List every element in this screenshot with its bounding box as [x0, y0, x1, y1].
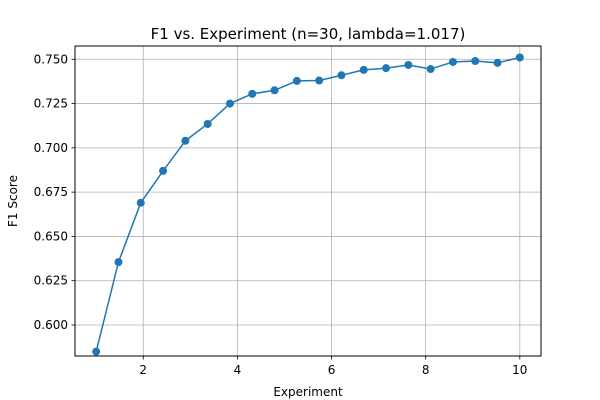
y-tick-label: 0.600 [34, 318, 68, 332]
data-point [159, 167, 167, 175]
data-point [360, 66, 368, 74]
data-point [271, 86, 279, 94]
data-point [181, 137, 189, 145]
x-tick-label: 2 [139, 363, 147, 377]
y-tick-label: 0.650 [34, 229, 68, 243]
x-tick-label: 8 [422, 363, 430, 377]
data-point [449, 58, 457, 66]
y-tick-label: 0.625 [34, 274, 68, 288]
data-point [226, 100, 234, 108]
x-axis-label: Experiment [273, 385, 343, 399]
data-point [337, 71, 345, 79]
data-point [92, 348, 100, 356]
data-point [137, 199, 145, 207]
x-tick-label: 6 [328, 363, 336, 377]
data-point [494, 59, 502, 67]
x-tick-label: 4 [234, 363, 242, 377]
y-tick-label: 0.750 [34, 52, 68, 66]
data-point [293, 77, 301, 85]
data-point [471, 57, 479, 65]
x-tick-label: 10 [512, 363, 527, 377]
data-point [382, 64, 390, 72]
y-axis-label: F1 Score [6, 175, 20, 227]
y-tick-label: 0.725 [34, 97, 68, 111]
data-point [427, 65, 435, 73]
data-point [315, 77, 323, 85]
data-point [404, 61, 412, 69]
y-tick-label: 0.700 [34, 141, 68, 155]
data-point [248, 90, 256, 98]
data-point [114, 258, 122, 266]
y-tick-label: 0.675 [34, 185, 68, 199]
chart-title: F1 vs. Experiment (n=30, lambda=1.017) [151, 25, 466, 43]
data-point [204, 120, 212, 128]
data-point [516, 54, 524, 62]
